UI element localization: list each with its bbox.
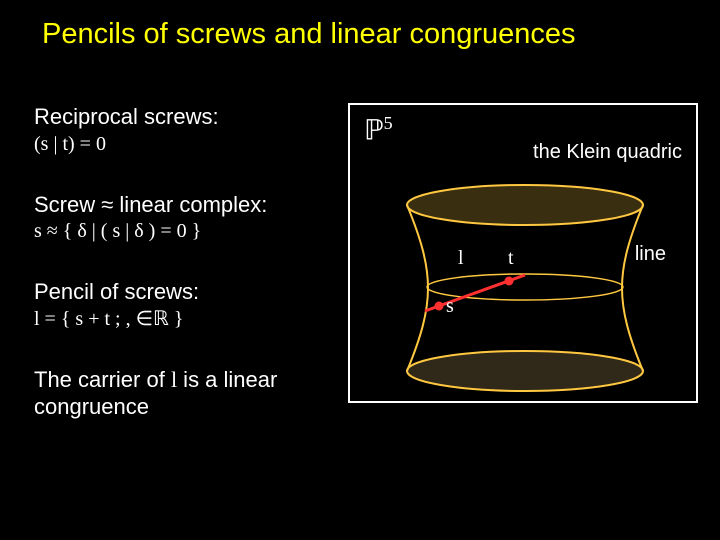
block-reciprocal: Reciprocal screws: (s | t) = 0 — [34, 103, 334, 157]
heading-reciprocal: Reciprocal screws: — [34, 103, 334, 131]
left-column: Reciprocal screws: (s | t) = 0 Screw ≈ l… — [34, 103, 334, 455]
formula-pencil: l = { s + t ; , ∈ℝ } — [34, 306, 334, 332]
block-pencil: Pencil of screws: l = { s + t ; , ∈ℝ } — [34, 278, 334, 332]
diagram-frame: ℙ5 the Klein quadric line — [348, 103, 698, 403]
heading-pencil: Pencil of screws: — [34, 278, 334, 306]
content-row: Reciprocal screws: (s | t) = 0 Screw ≈ l… — [34, 103, 686, 455]
right-column: ℙ5 the Klein quadric line — [344, 103, 698, 455]
carrier-text-1: The carrier of — [34, 367, 171, 392]
slide-title: Pencils of screws and linear congruences — [34, 18, 686, 51]
quadric-waist-ellipse — [427, 274, 623, 300]
quadric-right-side — [622, 205, 643, 371]
klein-quadric-label: the Klein quadric — [533, 141, 682, 164]
projective-space-label: ℙ5 — [364, 113, 393, 147]
formula-complex: s ≈ { δ | ( s | δ ) = 0 } — [34, 218, 334, 244]
block-complex: Screw ≈ linear complex: s ≈ { δ | ( s | … — [34, 191, 334, 245]
klein-quadric-figure — [395, 183, 655, 393]
label-l: l — [458, 247, 464, 270]
formula-reciprocal: (s | t) = 0 — [34, 131, 334, 157]
block-carrier: The carrier of l is a linear congruence — [34, 366, 334, 421]
label-s: s — [446, 295, 454, 318]
point-s — [435, 302, 444, 311]
heading-complex: Screw ≈ linear complex: — [34, 191, 334, 219]
label-t: t — [508, 247, 514, 270]
heading-carrier: The carrier of l is a linear congruence — [34, 366, 334, 421]
space-symbol: ℙ — [364, 115, 384, 146]
quadric-left-side — [407, 205, 428, 371]
point-t — [505, 277, 514, 286]
space-sup: 5 — [384, 113, 393, 133]
slide: Pencils of screws and linear congruences… — [0, 0, 720, 540]
